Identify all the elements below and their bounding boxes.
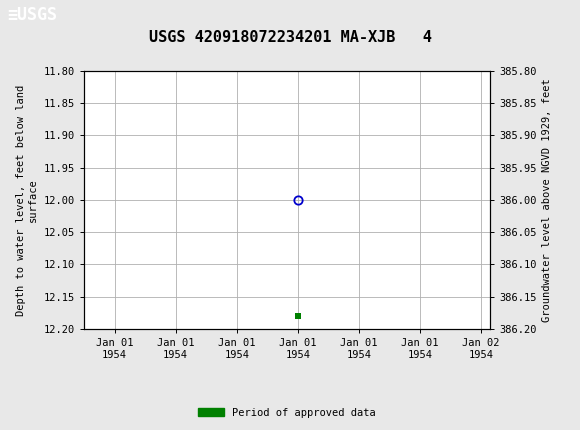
Legend: Period of approved data: Period of approved data xyxy=(194,403,380,422)
Text: USGS 420918072234201 MA-XJB   4: USGS 420918072234201 MA-XJB 4 xyxy=(148,30,432,45)
Y-axis label: Depth to water level, feet below land
surface: Depth to water level, feet below land su… xyxy=(16,84,38,316)
Text: ≡USGS: ≡USGS xyxy=(7,6,57,25)
Y-axis label: Groundwater level above NGVD 1929, feet: Groundwater level above NGVD 1929, feet xyxy=(542,78,552,322)
